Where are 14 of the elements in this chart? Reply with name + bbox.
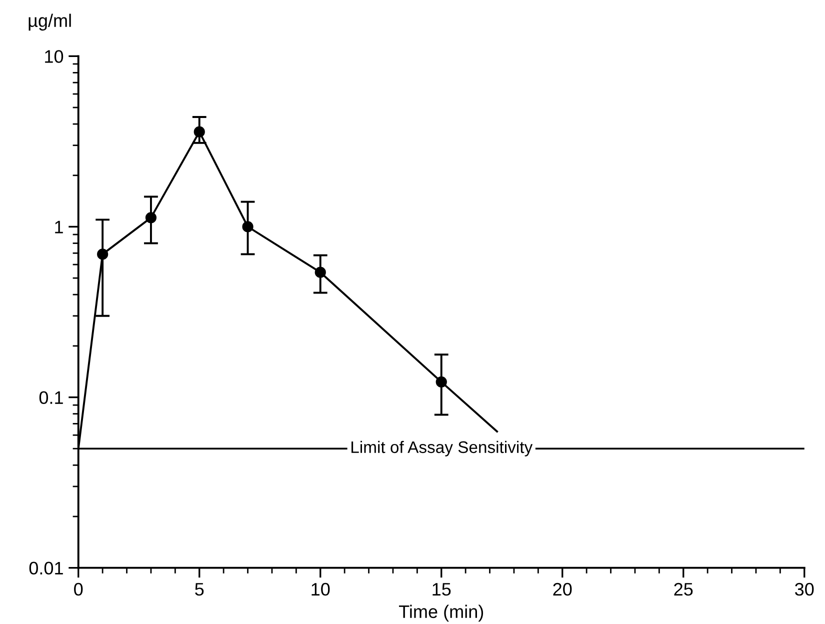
x-tick-label: 20 xyxy=(553,582,572,596)
x-tick-label: 0 xyxy=(74,582,83,596)
y-axis-title: µg/ml xyxy=(28,14,71,31)
y-tick-label: 10 xyxy=(45,50,64,63)
y-tick-label: 0.01 xyxy=(29,562,63,575)
y-tick-label: 1 xyxy=(55,220,63,234)
x-tick-label: 25 xyxy=(674,582,693,596)
x-tick-label: 15 xyxy=(432,583,451,596)
ref-line-label: Limit of Assay Sensitivity xyxy=(352,440,533,456)
x-tick-label: 30 xyxy=(795,582,814,596)
x-tick-label: 10 xyxy=(312,582,330,596)
x-tick-label: 5 xyxy=(195,583,204,596)
x-axis-title: Time (min) xyxy=(398,604,484,622)
y-tick-label: 0.1 xyxy=(39,391,63,404)
